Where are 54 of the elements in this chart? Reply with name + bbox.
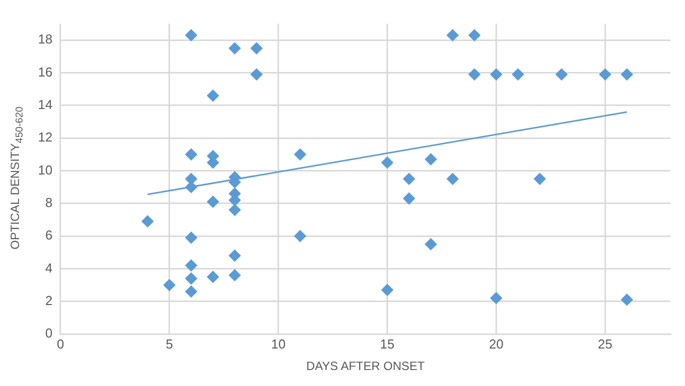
point — [620, 294, 633, 306]
y-tick-label: 18 — [38, 32, 52, 47]
point — [381, 284, 394, 296]
y-tick-label: 4 — [45, 260, 52, 276]
y-tick-label: 6 — [45, 228, 52, 243]
point — [468, 29, 480, 42]
point — [228, 250, 241, 262]
point — [185, 232, 198, 244]
point — [250, 68, 263, 80]
x-axis-title: DAYS AFTER ONSET — [306, 359, 426, 374]
x-tick-label: 20 — [488, 336, 504, 352]
point — [490, 68, 502, 80]
point — [446, 172, 459, 185]
x-tick-label: 15 — [380, 336, 394, 352]
point — [512, 68, 524, 80]
point — [294, 230, 306, 242]
x-tick-label: 5 — [166, 336, 174, 352]
point — [424, 238, 437, 250]
point — [403, 192, 416, 204]
point — [250, 42, 263, 54]
y-tick-label: 8 — [45, 194, 52, 210]
point — [206, 90, 219, 102]
y-tick-label: 2 — [45, 292, 52, 308]
point — [206, 196, 219, 208]
point — [228, 269, 241, 282]
point — [142, 215, 154, 228]
point — [206, 270, 219, 283]
x-tick-label: 25 — [598, 336, 612, 352]
point — [163, 279, 176, 292]
point — [468, 68, 480, 80]
point — [185, 29, 198, 42]
point — [490, 292, 502, 304]
point — [556, 68, 568, 80]
point — [228, 204, 241, 216]
point — [599, 68, 612, 80]
point — [185, 259, 198, 272]
point — [381, 156, 394, 169]
y-tick-label: 0 — [45, 326, 52, 341]
point — [446, 29, 459, 42]
y-tick-label: 16 — [38, 64, 52, 80]
y-tick-label: 14 — [38, 97, 52, 112]
point — [424, 153, 437, 166]
point — [294, 148, 306, 160]
y-tick-label: 10 — [38, 162, 52, 178]
point — [228, 42, 241, 54]
point — [620, 68, 633, 80]
point — [534, 172, 546, 185]
point — [185, 148, 198, 160]
point — [403, 172, 416, 185]
x-tick-label: 0 — [56, 336, 64, 352]
x-tick-label: 10 — [271, 336, 286, 352]
y-tick-label: 12 — [38, 130, 52, 145]
point — [185, 286, 198, 298]
point — [185, 272, 198, 284]
